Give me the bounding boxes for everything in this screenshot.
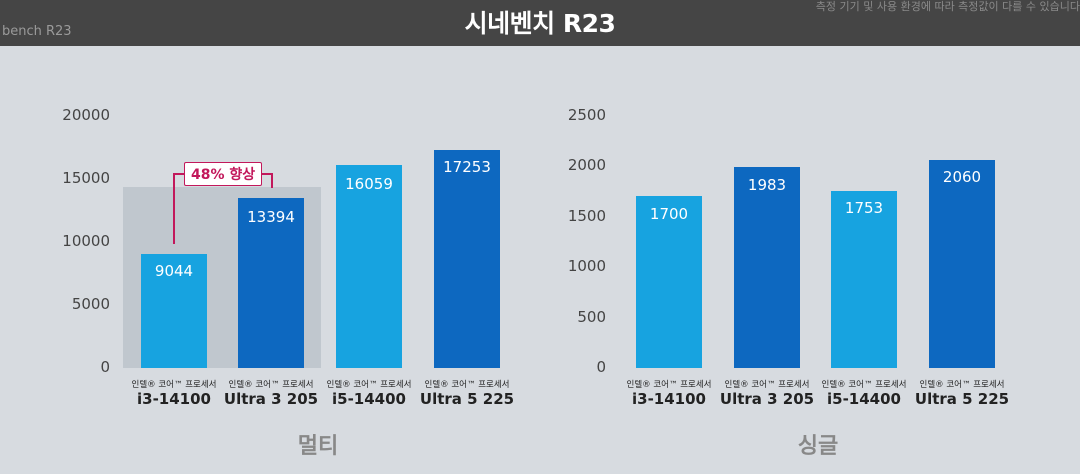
bar [734,167,800,368]
x-label: i3-14100 [632,390,706,408]
x-sublabel: 인텔® 코어™ 프로세서 [424,380,510,390]
y-tick: 1500 [567,207,606,225]
x-label: Ultra 3 205 [719,390,815,408]
bar [434,150,500,368]
x-label: Ultra 3 205 [223,390,319,408]
x-sublabel: 인텔® 코어™ 프로세서 [626,380,712,390]
x-sublabel: 인텔® 코어™ 프로세서 [326,380,412,390]
y-tick: 15000 [62,169,110,187]
x-sublabel: 인텔® 코어™ 프로세서 [821,380,907,390]
x-label: Ultra 5 225 [914,390,1010,408]
x-sublabel: 인텔® 코어™ 프로세서 [724,380,810,390]
bar [831,191,897,368]
bar-value: 1753 [844,199,884,217]
disclaimer-note: 측정 기기 및 사용 환경에 따라 측정값이 다를 수 있습니다 [815,0,1080,13]
bar-value: 9044 [154,262,194,280]
bar-value: 1700 [649,205,689,223]
y-tick: 20000 [62,106,110,124]
x-sublabel: 인텔® 코어™ 프로세서 [131,380,217,390]
y-tick: 1000 [567,257,606,275]
bar [238,198,304,368]
y-tick: 0 [596,358,606,376]
header-bar: bench R23 시네벤치 R23 측정 기기 및 사용 환경에 따라 측정값… [0,0,1080,46]
bar [929,160,995,368]
bar-value: 17253 [443,158,491,176]
x-label: i5-14400 [827,390,901,408]
x-sublabel: 인텔® 코어™ 프로세서 [228,380,314,390]
chart-title-single: 싱글 [797,434,839,459]
x-label: i3-14100 [137,390,211,408]
y-tick: 5000 [71,295,110,313]
y-tick: 10000 [62,232,110,250]
page-title: 시네벤치 R23 [464,9,616,38]
bar [636,196,702,368]
x-label: i5-14400 [332,390,406,408]
callout-line [271,173,273,188]
bar-value: 1983 [747,176,787,194]
improvement-badge: 48% 향상 [184,162,263,186]
left-label: bench R23 [2,24,72,39]
y-tick: 500 [577,308,606,326]
bar-value: 13394 [247,208,295,226]
bar [141,254,207,368]
x-label: Ultra 5 225 [419,390,515,408]
y-tick: 2500 [567,106,606,124]
y-tick: 2000 [567,156,606,174]
bar-value: 16059 [345,175,393,193]
chart-title-multi: 멀티 [297,434,339,459]
x-sublabel: 인텔® 코어™ 프로세서 [919,380,1005,390]
bar-value: 2060 [942,168,982,186]
callout-line [173,173,175,244]
y-tick: 0 [100,358,110,376]
bar [336,165,402,368]
